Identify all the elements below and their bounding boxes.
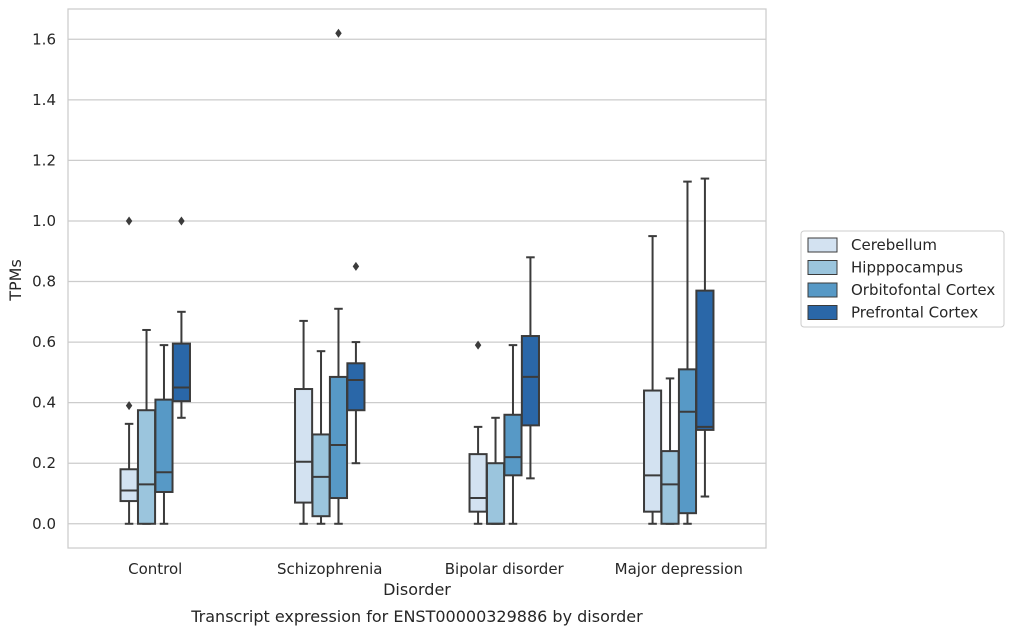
outlier-marker — [125, 401, 133, 411]
box-cerebellum — [294, 319, 314, 525]
box-iqr — [328, 375, 349, 500]
box-iqr — [520, 335, 540, 427]
box-hipppocampus — [485, 416, 506, 525]
box-prefrontal-cortex — [346, 261, 366, 465]
chart-caption: Transcript expression for ENST0000032988… — [190, 607, 643, 626]
box-prefrontal-cortex — [695, 177, 715, 498]
y-tick-label: 1.4 — [32, 91, 56, 109]
box-hipppocampus — [660, 377, 680, 525]
y-tick-label: 0.8 — [32, 273, 56, 291]
x-tick-label: Schizophrenia — [277, 560, 382, 578]
outlier-marker — [335, 28, 342, 38]
box-iqr — [468, 453, 488, 513]
box-orbitofontal-cortex — [328, 28, 349, 525]
y-axis-label: TPMs — [6, 259, 25, 302]
x-tick-label: Major depression — [615, 560, 743, 578]
box-iqr — [660, 450, 680, 525]
y-tick-label: 1.6 — [32, 30, 56, 48]
box-iqr — [311, 433, 331, 518]
x-axis-label: Disorder — [383, 580, 451, 599]
legend-label: Prefrontal Cortex — [851, 304, 978, 322]
box-iqr — [485, 462, 506, 525]
outlier-marker — [178, 216, 185, 226]
outlier-marker — [352, 261, 360, 271]
legend-swatch — [807, 282, 838, 298]
box-iqr — [346, 362, 366, 412]
box-iqr — [171, 342, 191, 403]
box-prefrontal-cortex — [171, 216, 191, 419]
y-tick-label: 0.4 — [32, 394, 56, 412]
box-iqr — [119, 468, 139, 503]
plot-area-frame — [67, 8, 767, 549]
legend-label: Orbitofontal Cortex — [851, 281, 995, 299]
x-tick-label: Bipolar disorder — [445, 560, 565, 578]
legend: Cerebellum Hipppocampus Orbitofontal Corte… — [800, 230, 1005, 328]
y-tick-label: 0.0 — [32, 515, 56, 533]
box-iqr — [677, 368, 698, 515]
legend-swatch — [807, 237, 838, 253]
legend-frame — [800, 230, 1005, 328]
legend-label: Cerebellum — [851, 236, 937, 254]
outlier-marker — [125, 216, 133, 226]
legend-swatch — [807, 260, 838, 275]
box-iqr — [294, 388, 314, 504]
box-iqr — [154, 398, 174, 493]
outlier-marker — [474, 340, 482, 350]
box-prefrontal-cortex — [520, 256, 540, 480]
box-orbitofontal-cortex — [503, 344, 523, 525]
legend-swatch — [807, 305, 838, 320]
box-iqr — [136, 409, 157, 525]
box-orbitofontal-cortex — [677, 180, 698, 525]
y-tick-label: 0.6 — [32, 333, 56, 351]
legend-label: Hipppocampus — [851, 259, 963, 277]
y-tick-label: 1.2 — [32, 151, 56, 169]
box-iqr — [695, 289, 715, 431]
box-orbitofontal-cortex — [154, 344, 174, 525]
box-iqr — [503, 413, 523, 477]
box-iqr — [643, 389, 663, 513]
y-tick-label: 0.2 — [32, 454, 56, 472]
y-tick-label: 1.0 — [32, 212, 56, 230]
box-cerebellum — [468, 340, 488, 525]
x-tick-label: Control — [128, 560, 182, 578]
